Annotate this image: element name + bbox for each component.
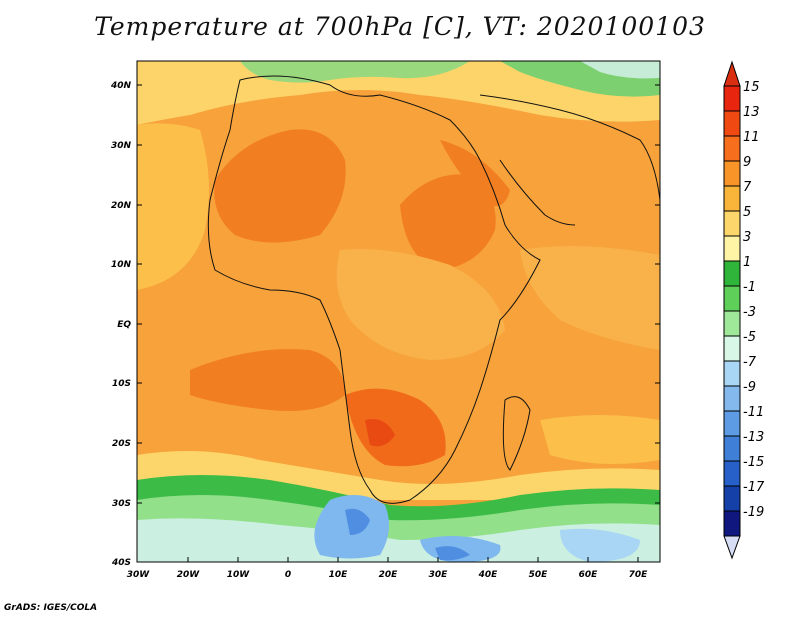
colorbar-top-arrow: [723, 60, 741, 87]
colorbar-label-9: -3: [743, 305, 756, 320]
lon-label-50e: 50E: [529, 570, 549, 580]
colorbar-label-4: 7: [743, 180, 752, 195]
colorbar-bottom-arrow: [723, 535, 741, 560]
lon-label-60e: 60E: [579, 570, 599, 580]
field-atlantic-light: [137, 123, 209, 290]
lat-label-10n: 10N: [111, 260, 132, 270]
field-cold-core-2: [435, 546, 470, 561]
colorbar-swatch-10: [723, 335, 741, 362]
lon-label-40e: 40E: [478, 570, 499, 580]
colorbar-label-12: -9: [743, 380, 756, 395]
colorbar-swatch-14: [723, 435, 741, 462]
colorbar: 15 13 11 9 7 5 3 1 -1 -3 -5 -7 -9 -11 -13 -15 -17 -19: [723, 60, 765, 560]
lat-label-10s: 10S: [112, 379, 131, 389]
field-indian-south: [540, 415, 660, 464]
colorbar-label-10: -5: [743, 330, 756, 345]
colorbar-label-15: -15: [743, 455, 764, 470]
lat-label-eq: EQ: [117, 320, 131, 330]
colorbar-label-0: 15: [743, 80, 760, 95]
coastlines: [207, 75, 660, 504]
africa-coast: [207, 75, 541, 504]
colorbar-swatch-15: [723, 460, 741, 487]
lat-label-30s: 30S: [112, 499, 131, 509]
colorbar-label-7: 1: [743, 255, 751, 270]
lon-label-10e: 10E: [329, 570, 349, 580]
colorbar-swatch-4: [723, 185, 741, 212]
credit-label: GrADS: IGES/COLA: [4, 603, 98, 613]
field-indian-ocean: [520, 246, 660, 350]
colorbar-swatch-17: [723, 510, 741, 537]
colorbar-swatch-6: [723, 235, 741, 262]
colorbar-swatch-2: [723, 135, 741, 162]
field-south-pale: [137, 518, 660, 562]
field-hotspot: [365, 419, 395, 447]
colorbar-label-3: 9: [743, 155, 751, 170]
colorbar-label-5: 5: [743, 205, 751, 220]
colorbar-swatch-3: [723, 160, 741, 187]
lon-label-10w: 10W: [227, 570, 251, 580]
red-sea-coast: [499, 159, 576, 226]
temperature-field: [137, 61, 660, 562]
field-cold-core-1: [345, 508, 370, 535]
colorbar-swatch-11: [723, 360, 741, 387]
lat-label-40n: 40N: [110, 81, 132, 91]
colorbar-label-14: -13: [743, 430, 764, 445]
lon-label-20e: 20E: [379, 570, 399, 580]
field-arabia-west: [440, 140, 510, 206]
colorbar-label-13: -11: [743, 405, 764, 420]
colorbar-label-1: 13: [743, 105, 760, 120]
chart-title: Temperature at 700hPa [C], VT: 202010010…: [94, 12, 706, 41]
lat-axis: 40N 30N 20N 10N EQ 10S 20S 30S 40S: [110, 81, 660, 568]
colorbar-swatch-7: [723, 260, 741, 287]
colorbar-label-11: -7: [743, 355, 757, 370]
lat-label-20n: 20N: [111, 201, 132, 211]
colorbar-swatch-16: [723, 485, 741, 512]
field-sudan: [400, 174, 496, 270]
field-central-africa: [336, 249, 505, 360]
colorbar-swatch-5: [723, 210, 741, 237]
colorbar-swatch-13: [723, 410, 741, 437]
field-cold-pocket-3: [560, 528, 640, 562]
field-sahara-west: [214, 129, 346, 243]
lon-label-0: 0: [285, 570, 291, 580]
colorbar-label-6: 3: [743, 230, 751, 245]
colorbar-label-8: -1: [743, 280, 756, 295]
colorbar-swatch-1: [723, 110, 741, 137]
colorbar-swatch-0: [723, 85, 741, 112]
colorbar-swatch-12: [723, 385, 741, 412]
lon-label-30e: 30E: [429, 570, 449, 580]
arabia-coast: [479, 94, 660, 201]
field-northeast-pale: [580, 61, 660, 79]
field-north-green: [240, 61, 470, 83]
lon-label-30w: 30W: [127, 570, 151, 580]
map-frame: [136, 60, 661, 563]
colorbar-label-17: -19: [743, 505, 764, 520]
lon-axis: 30W 20W 10W 0 10E 20E 30E 40E 50E 60E 70…: [127, 557, 648, 580]
lat-label-20s: 20S: [112, 439, 131, 449]
field-south-atlantic: [190, 349, 345, 411]
lon-label-70e: 70E: [629, 570, 649, 580]
lat-label-30n: 30N: [111, 141, 132, 151]
colorbar-label-2: 11: [743, 130, 760, 145]
madagascar-coast: [502, 396, 531, 471]
field-southern-africa: [345, 388, 446, 467]
colorbar-label-16: -17: [743, 480, 765, 495]
colorbar-swatch-9: [723, 310, 741, 337]
lat-label-40s: 40S: [111, 558, 131, 568]
colorbar-swatch-8: [723, 285, 741, 312]
lon-label-20w: 20W: [177, 570, 201, 580]
